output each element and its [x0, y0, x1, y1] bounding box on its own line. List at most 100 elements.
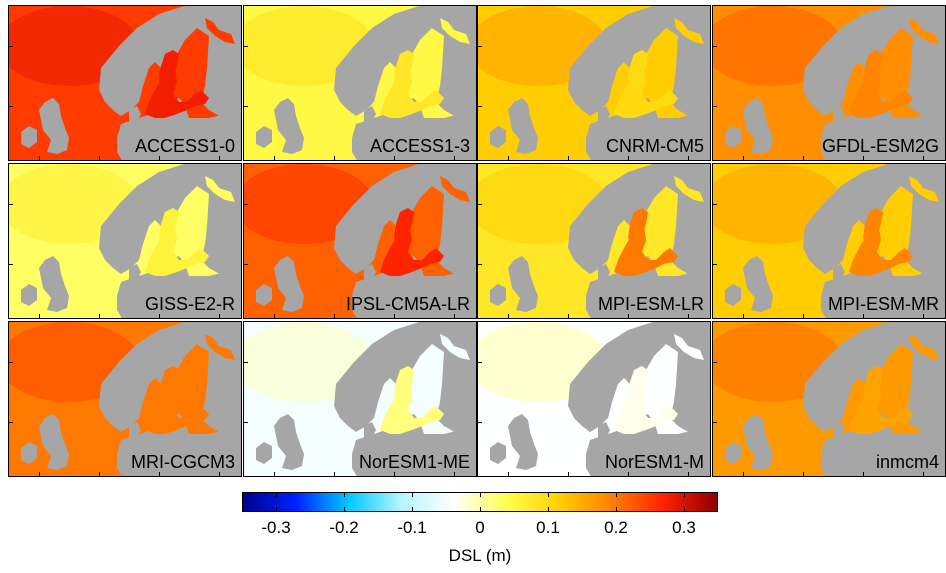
- axis-tick: [454, 156, 455, 160]
- land-mass: [201, 194, 241, 276]
- axis-tick: [219, 314, 220, 318]
- map-field: [9, 322, 241, 476]
- colorbar-tick-label: -0.1: [397, 518, 427, 537]
- axis-tick: [159, 314, 160, 318]
- colorbar-tick-label: -0.2: [329, 518, 359, 537]
- baltic-sea-field: [849, 64, 913, 118]
- axis-tick: [244, 46, 248, 47]
- axis-tick: [743, 156, 744, 160]
- gulf-of-bothnia-field: [159, 208, 179, 246]
- map-panel: inmcm4: [712, 321, 946, 477]
- land-mass: [833, 106, 845, 122]
- map-panel: IPSL-CM5A-LR: [243, 163, 477, 319]
- colorbar-tick-label: 0.1: [536, 518, 560, 537]
- map-field: [713, 322, 945, 476]
- axis-tick: [863, 314, 864, 318]
- land-mass: [256, 284, 272, 306]
- map-field: [244, 164, 476, 318]
- model-name-label: CNRM-CM5: [606, 136, 704, 156]
- axis-tick: [219, 156, 220, 160]
- axis-tick: [274, 472, 275, 476]
- colorbar-tick-mark: [344, 507, 345, 511]
- axis-tick: [478, 46, 482, 47]
- axis-tick: [478, 264, 482, 265]
- white-sea-field: [674, 18, 704, 44]
- model-name-label: MPI-ESM-LR: [597, 294, 704, 314]
- white-sea-field: [909, 18, 939, 44]
- model-name-label: GISS-E2-R: [144, 294, 235, 314]
- colorbar-tick-mark: [276, 493, 277, 497]
- map-field: [713, 6, 945, 160]
- colorbar-tick-mark: [480, 493, 481, 497]
- axis-tick: [244, 204, 248, 205]
- colorbar-tick-label: 0.3: [672, 518, 696, 537]
- land-mass: [670, 194, 710, 276]
- colorbar-label: DSL (m): [448, 546, 512, 565]
- land-mass: [490, 284, 506, 306]
- axis-tick: [923, 314, 924, 318]
- map-field: [9, 6, 241, 160]
- axis-tick: [394, 472, 395, 476]
- colorbar-tick-label: 0.2: [604, 518, 628, 537]
- white-sea-field: [440, 176, 470, 202]
- map-field: [244, 6, 476, 160]
- axis-tick: [39, 472, 40, 476]
- axis-tick: [39, 314, 40, 318]
- land-mass: [21, 284, 37, 306]
- land-mass: [364, 422, 376, 438]
- axis-tick: [244, 362, 248, 363]
- land-mass: [129, 422, 141, 438]
- gulf-of-bothnia-field: [394, 208, 414, 246]
- gulf-of-bothnia-field: [159, 50, 179, 88]
- model-name-label: ACCESS1-0: [134, 136, 235, 156]
- land-mass: [508, 98, 538, 154]
- axis-tick: [159, 472, 160, 476]
- axis-tick: [454, 472, 455, 476]
- land-mass: [117, 414, 241, 476]
- baltic-sea-field: [849, 222, 913, 276]
- land-mass: [586, 98, 710, 160]
- white-sea-field: [440, 18, 470, 44]
- land-mass: [598, 422, 610, 438]
- gulf-of-bothnia-field: [863, 208, 883, 246]
- axis-tick: [9, 264, 13, 265]
- axis-tick: [923, 156, 924, 160]
- land-mass: [508, 256, 538, 312]
- axis-tick: [923, 472, 924, 476]
- land-mass: [436, 36, 476, 118]
- land-mass: [833, 264, 845, 280]
- land-mass: [352, 256, 476, 318]
- land-mass: [256, 442, 272, 464]
- axis-tick: [478, 362, 482, 363]
- colorbar-tick-mark: [548, 493, 549, 497]
- model-name-label: GFDL-ESM2G: [821, 136, 939, 156]
- baltic-sea-field: [614, 380, 678, 434]
- axis-tick: [454, 314, 455, 318]
- land-mass: [129, 106, 141, 122]
- gulf-of-bothnia-field: [159, 366, 179, 404]
- axis-tick: [713, 46, 717, 47]
- colorbar: [242, 492, 718, 512]
- axis-tick: [743, 314, 744, 318]
- axis-tick: [274, 314, 275, 318]
- land-mass: [586, 256, 710, 318]
- axis-tick: [39, 156, 40, 160]
- land-mass: [39, 98, 69, 154]
- axis-tick: [244, 264, 248, 265]
- axis-tick: [713, 204, 717, 205]
- axis-tick: [9, 362, 13, 363]
- axis-tick: [568, 156, 569, 160]
- axis-tick: [568, 314, 569, 318]
- gulf-of-bothnia-field: [394, 50, 414, 88]
- axis-tick: [99, 156, 100, 160]
- land-mass: [821, 256, 945, 318]
- axis-tick: [568, 472, 569, 476]
- baltic-sea-field: [380, 380, 444, 434]
- axis-tick: [244, 422, 248, 423]
- land-mass: [725, 442, 741, 464]
- baltic-sea-field: [614, 222, 678, 276]
- axis-tick: [9, 422, 13, 423]
- land-mass: [725, 126, 741, 148]
- land-mass: [201, 352, 241, 434]
- axis-tick: [628, 314, 629, 318]
